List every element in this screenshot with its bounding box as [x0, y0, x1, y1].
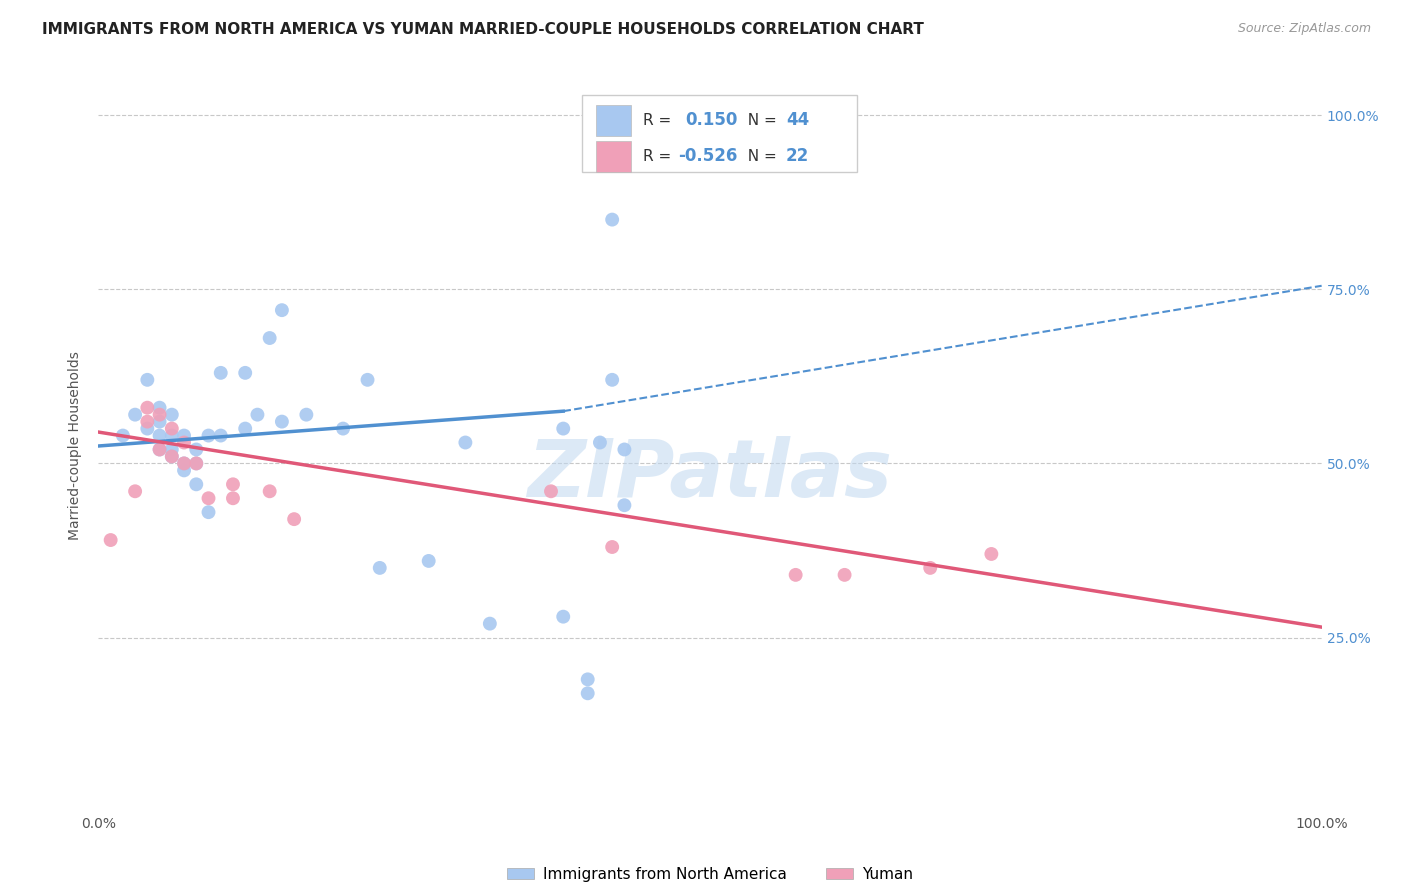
Point [209, 428, 232, 442]
Text: 0.150: 0.150 [686, 112, 738, 129]
Point [270, 415, 294, 429]
Point [149, 428, 172, 442]
Point [246, 408, 269, 422]
Point [233, 421, 256, 435]
Point [186, 457, 208, 471]
Point [149, 401, 172, 415]
Point [418, 554, 440, 568]
Point [553, 609, 575, 624]
Point [295, 408, 318, 422]
Point [576, 686, 599, 700]
Point [136, 421, 159, 435]
Point [589, 435, 612, 450]
Text: R =: R = [643, 112, 676, 128]
Point [111, 428, 134, 442]
Point [553, 421, 575, 435]
Text: 22: 22 [786, 147, 808, 165]
Point [197, 428, 219, 442]
Point [149, 442, 172, 457]
Point [356, 373, 378, 387]
Point [173, 457, 195, 471]
Point [197, 491, 219, 506]
Point [259, 331, 281, 345]
Text: 44: 44 [786, 112, 808, 129]
Point [186, 442, 208, 457]
Point [186, 457, 208, 471]
Point [222, 491, 245, 506]
Point [222, 477, 245, 491]
Point [100, 533, 122, 547]
Point [478, 616, 501, 631]
Point [149, 442, 172, 457]
Point [197, 505, 219, 519]
Point [186, 477, 208, 491]
Point [233, 366, 256, 380]
Point [160, 408, 183, 422]
Point [160, 442, 183, 457]
FancyBboxPatch shape [596, 105, 630, 136]
Point [613, 498, 636, 512]
Point [600, 373, 623, 387]
Point [149, 415, 172, 429]
Text: N =: N = [738, 149, 782, 164]
Point [136, 373, 159, 387]
Point [160, 421, 183, 435]
Point [980, 547, 1002, 561]
Point [283, 512, 305, 526]
Legend: Immigrants from North America, Yuman: Immigrants from North America, Yuman [501, 861, 920, 888]
Text: R =: R = [643, 149, 676, 164]
Point [576, 673, 599, 687]
Text: N =: N = [738, 112, 782, 128]
Point [454, 435, 477, 450]
Point [160, 450, 183, 464]
Text: -0.526: -0.526 [678, 147, 738, 165]
Point [332, 421, 354, 435]
FancyBboxPatch shape [582, 95, 856, 171]
Text: ZIPatlas: ZIPatlas [527, 436, 893, 515]
Point [160, 450, 183, 464]
Point [160, 428, 183, 442]
Point [124, 484, 146, 499]
Point [920, 561, 942, 575]
Point [136, 401, 159, 415]
Point [173, 428, 195, 442]
Point [209, 366, 232, 380]
Point [173, 435, 195, 450]
Point [124, 408, 146, 422]
FancyBboxPatch shape [596, 141, 630, 171]
Point [173, 457, 195, 471]
Point [270, 303, 294, 318]
Point [368, 561, 391, 575]
Point [600, 540, 623, 554]
Point [173, 463, 195, 477]
Text: IMMIGRANTS FROM NORTH AMERICA VS YUMAN MARRIED-COUPLE HOUSEHOLDS CORRELATION CHA: IMMIGRANTS FROM NORTH AMERICA VS YUMAN M… [42, 22, 924, 37]
Text: Source: ZipAtlas.com: Source: ZipAtlas.com [1237, 22, 1371, 36]
Point [834, 567, 856, 582]
Point [600, 212, 623, 227]
Point [149, 408, 172, 422]
Point [136, 415, 159, 429]
Point [540, 484, 562, 499]
Point [613, 442, 636, 457]
Point [259, 484, 281, 499]
Y-axis label: Married-couple Households: Married-couple Households [69, 351, 83, 541]
Point [785, 567, 807, 582]
